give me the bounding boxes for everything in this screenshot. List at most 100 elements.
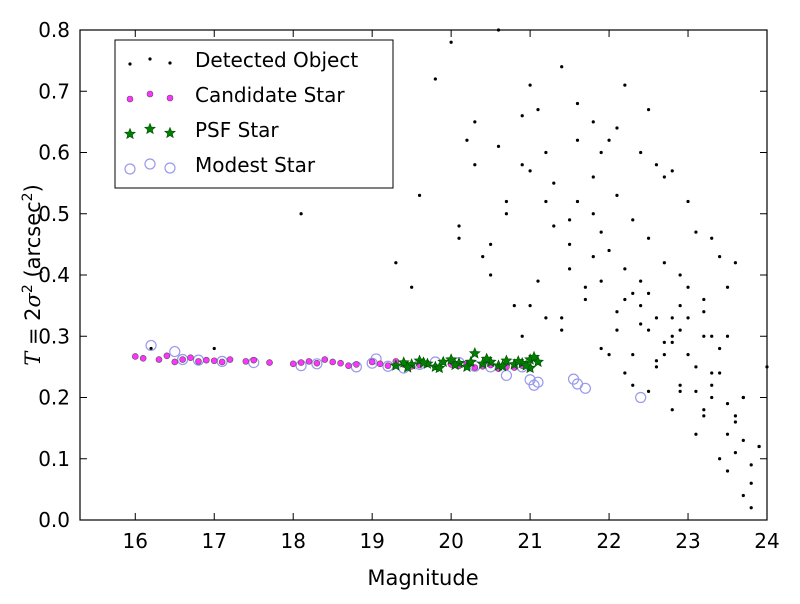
dot-point <box>623 371 627 375</box>
dot-point <box>678 328 682 332</box>
dot-point <box>694 389 698 393</box>
star-point <box>460 360 473 372</box>
dot-point <box>631 291 635 295</box>
dot-point <box>686 316 690 320</box>
legend-marker <box>126 95 134 103</box>
dot-point <box>481 255 485 259</box>
dot-point <box>702 297 706 302</box>
dot-point <box>512 304 516 308</box>
dot-point <box>528 83 532 87</box>
legend-symbols <box>124 57 176 175</box>
small-circle-point <box>376 360 384 368</box>
dot-point <box>575 101 580 106</box>
dot-point <box>567 242 572 246</box>
dot-point <box>489 273 493 277</box>
dot-point <box>654 163 659 167</box>
small-circle-point <box>242 358 250 365</box>
dot-point <box>575 199 580 204</box>
star-point <box>468 347 481 359</box>
legend: Detected Object Candidate Star PSF Star … <box>114 39 394 189</box>
dot-point <box>536 279 540 283</box>
dot-point <box>567 218 572 222</box>
open-circle-point <box>311 358 323 370</box>
small-circle-point <box>384 362 392 369</box>
dot-point <box>686 353 690 357</box>
small-circle-point <box>139 354 147 362</box>
dot-point <box>575 138 580 142</box>
dot-point <box>654 316 659 320</box>
open-circle-point <box>532 376 544 388</box>
x-tick-label: 17 <box>202 529 227 553</box>
dot-point <box>631 218 635 222</box>
dot-point <box>725 402 730 406</box>
small-circle-point <box>195 358 202 365</box>
dot-point <box>567 267 572 271</box>
dot-point <box>662 340 666 344</box>
x-tick-label: 16 <box>123 529 148 553</box>
small-circle-point <box>329 358 336 366</box>
small-circle-point <box>210 357 218 365</box>
y-tick-label: 0.0 <box>38 508 70 532</box>
dot-point <box>544 316 548 320</box>
y-tick-label: 0.7 <box>38 79 70 103</box>
legend-label-modest: Modest Star <box>195 153 316 177</box>
small-circle-point <box>155 356 163 363</box>
small-circle-point <box>131 353 139 360</box>
dot-point <box>599 150 603 155</box>
star-point <box>449 358 462 371</box>
dot-point <box>646 236 651 240</box>
legend-marker <box>168 61 172 65</box>
dot-point <box>394 261 398 265</box>
dot-point <box>607 353 611 357</box>
dot-point <box>678 383 682 387</box>
dot-point <box>615 328 619 332</box>
small-circle-point <box>337 359 344 367</box>
dot-point <box>733 420 738 424</box>
x-tick-label: 22 <box>596 529 621 553</box>
star-point <box>437 355 450 368</box>
dot-point <box>528 304 532 308</box>
dot-point <box>615 126 619 130</box>
dot-point <box>212 346 216 351</box>
dot-point <box>718 255 722 259</box>
dot-point <box>710 371 714 375</box>
star-point <box>532 355 544 368</box>
dot-point <box>694 365 698 369</box>
legend-box <box>114 39 394 189</box>
legend-marker <box>144 122 156 135</box>
dot-point <box>299 212 303 216</box>
dot-point <box>646 389 651 393</box>
y-tick-label: 0.5 <box>38 202 70 226</box>
small-circle-point <box>297 359 305 366</box>
y-tick-label: 0.8 <box>38 18 70 42</box>
star-point <box>520 359 533 371</box>
dot-point <box>591 120 595 124</box>
dot-point <box>631 383 635 387</box>
series-psf-star <box>389 347 544 374</box>
y-tick-label: 0.6 <box>38 141 70 165</box>
data-layer <box>131 28 769 510</box>
dot-point <box>623 267 627 271</box>
dot-point <box>710 236 714 240</box>
dot-point <box>504 199 509 204</box>
dot-point <box>623 297 627 302</box>
x-tick-label: 21 <box>517 529 542 553</box>
small-circle-point <box>313 359 321 367</box>
small-circle-point <box>321 356 329 363</box>
dot-point <box>457 236 461 240</box>
small-circle-point <box>289 360 297 368</box>
dot-point <box>639 279 643 283</box>
x-tick-label: 20 <box>438 529 463 553</box>
dot-point <box>520 114 524 118</box>
dot-point <box>410 285 414 289</box>
legend-marker <box>166 94 174 102</box>
dot-point <box>646 291 651 295</box>
open-circle-point <box>177 353 189 366</box>
small-circle-point <box>187 354 194 361</box>
legend-label-psf: PSF Star <box>195 118 279 142</box>
dot-point <box>725 469 730 473</box>
dot-point <box>710 395 714 400</box>
x-tick-label: 19 <box>359 529 384 553</box>
dot-point <box>733 451 738 455</box>
